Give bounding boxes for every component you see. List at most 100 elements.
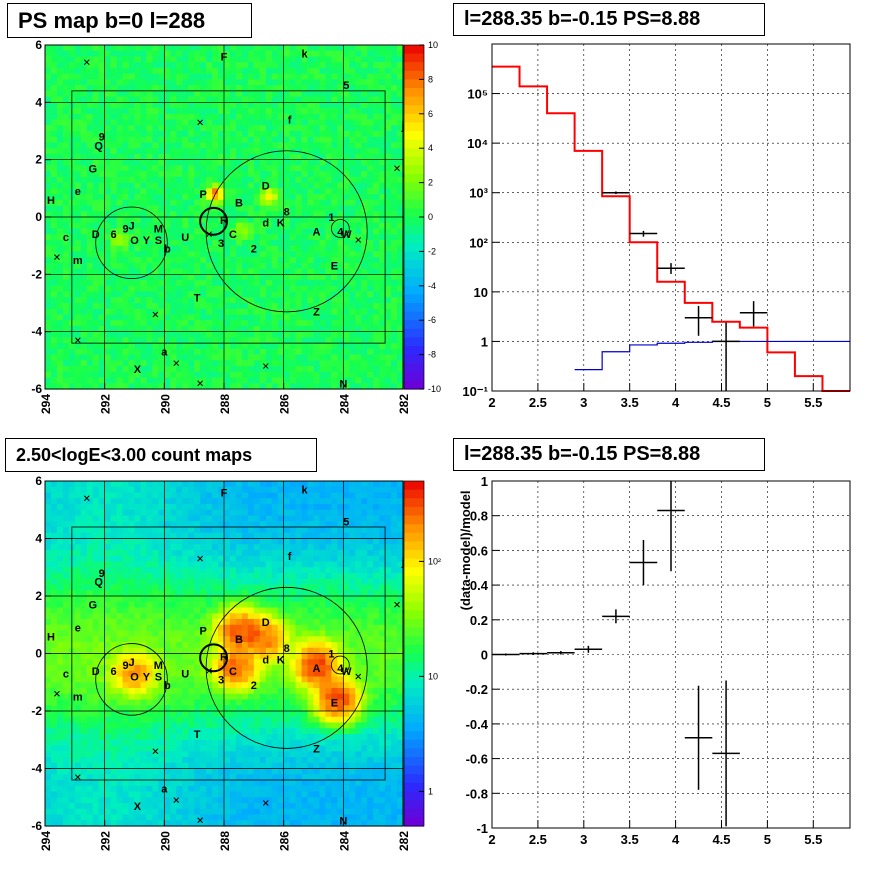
heatmap-cell: [122, 803, 130, 810]
heatmap-cell: [122, 50, 130, 58]
heatmap-cell: [325, 73, 332, 80]
heatmap-cell: [158, 584, 165, 591]
heatmap-cell: [122, 188, 130, 195]
heatmap-cell: [361, 90, 368, 98]
heatmap-cell: [277, 222, 285, 230]
heatmap-cell: [283, 354, 291, 361]
heatmap-cell: [50, 222, 58, 230]
heatmap-cell: [200, 228, 207, 235]
heatmap-cell: [343, 176, 350, 184]
heatmap-cell: [182, 285, 189, 293]
heatmap-cell: [56, 492, 64, 499]
heatmap-cell: [122, 325, 130, 333]
heatmap-cell: [110, 642, 118, 649]
heatmap-cell: [140, 734, 148, 741]
heatmap-cell: [50, 665, 58, 672]
heatmap-cell: [104, 653, 112, 660]
heatmap-cell: [45, 659, 52, 666]
heatmap-cell: [283, 257, 291, 264]
heatmap-cell: [134, 314, 142, 321]
heatmap-cell: [319, 228, 327, 235]
heatmap-cell: [116, 228, 124, 235]
heatmap-cell: [146, 262, 153, 270]
heatmap-cell: [158, 291, 165, 298]
heatmap-cell: [235, 79, 243, 86]
heatmap-cell: [241, 125, 249, 132]
heatmap-cell: [74, 199, 82, 207]
heatmap-cell: [110, 188, 118, 195]
heatmap-cell: [218, 131, 225, 138]
heatmap-cell: [313, 50, 321, 58]
heatmap-cell: [122, 578, 130, 586]
heatmap-cell: [80, 814, 88, 821]
heatmap-cell: [367, 308, 374, 316]
heatmap-cell: [182, 325, 189, 333]
heatmap-cell: [206, 268, 213, 275]
heatmap-cell: [212, 96, 219, 103]
heatmap-cell: [188, 325, 195, 333]
heatmap-cell: [229, 199, 237, 207]
heatmap-cell: [355, 148, 362, 155]
heatmap-cell: [140, 56, 148, 63]
heatmap-cell: [212, 337, 219, 344]
heatmap-cell: [74, 515, 82, 522]
heatmap-cell: [343, 79, 350, 86]
heatmap-cell: [253, 257, 261, 264]
heatmap-cell: [355, 239, 362, 247]
heatmap-cell: [50, 285, 58, 293]
heatmap-cell: [104, 527, 112, 534]
heatmap-cell: [259, 131, 267, 138]
heatmap-cell: [80, 217, 88, 224]
heatmap-cell: [86, 45, 94, 52]
heatmap-cell: [235, 131, 243, 138]
heatmap-cell: [140, 90, 148, 98]
heatmap-cell: [146, 182, 153, 189]
heatmap-cell: [391, 171, 398, 178]
heatmap-cell: [277, 85, 285, 92]
heatmap-cell: [45, 251, 52, 258]
heatmap-cell: [247, 176, 255, 184]
heatmap-cell: [182, 153, 189, 161]
heatmap-cell: [128, 596, 136, 603]
heatmap-cell: [206, 79, 213, 86]
heatmap-cell: [74, 314, 82, 321]
heatmap-cell: [158, 331, 165, 338]
heatmap-cell: [50, 768, 58, 775]
heatmap-cell: [98, 257, 106, 264]
heatmap-cell: [116, 176, 124, 184]
heatmap-cell: [134, 325, 142, 333]
heatmap-cell: [122, 820, 130, 827]
heatmap-cell: [265, 125, 273, 132]
heatmap-cell: [152, 578, 159, 586]
heatmap-cell: [62, 45, 70, 52]
heatmap-cell: [253, 153, 261, 161]
heatmap-cell: [45, 774, 52, 781]
heatmap-cell: [122, 366, 130, 373]
heatmap-cell: [86, 498, 94, 505]
heatmap-cell: [146, 711, 153, 718]
heatmap-cell: [259, 337, 267, 344]
heatmap-cell: [110, 377, 118, 384]
heatmap-cell: [265, 96, 273, 103]
heatmap-cell: [92, 699, 100, 706]
heatmap-cell: [116, 544, 124, 551]
heatmap-cell: [343, 308, 350, 316]
heatmap-cell: [361, 274, 368, 281]
heatmap-cell: [283, 285, 291, 293]
heatmap-cell: [134, 803, 142, 810]
heatmap-cell: [349, 337, 356, 344]
heatmap-cell: [319, 90, 327, 98]
heatmap-cell: [247, 113, 255, 121]
heatmap-cell: [98, 544, 106, 551]
heatmap-cell: [110, 348, 118, 356]
heatmap-cell: [391, 73, 398, 80]
heatmap-cell: [188, 234, 195, 241]
heatmap-cell: [379, 280, 386, 287]
heatmap-cell: [104, 532, 112, 540]
heatmap-cell: [62, 119, 70, 126]
heatmap-cell: [200, 136, 207, 144]
heatmap-cell: [331, 354, 338, 361]
heatmap-cell: [146, 607, 153, 614]
heatmap-cell: [164, 45, 171, 52]
heatmap-cell: [277, 199, 285, 207]
